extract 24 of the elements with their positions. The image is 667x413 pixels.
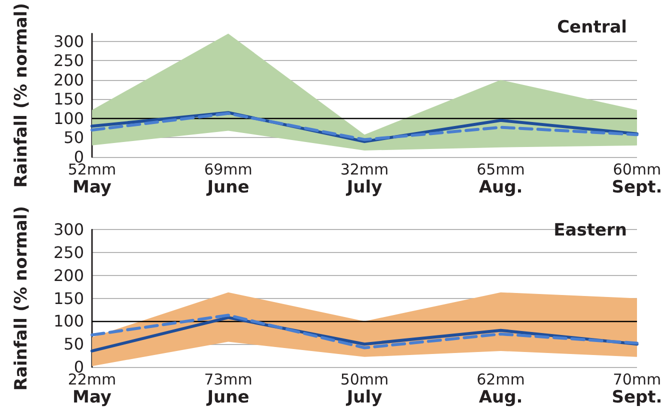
x-tick-label: 50mm July <box>340 370 389 408</box>
y-tick-label: 100 <box>53 312 84 331</box>
x-tick-label: 32mm July <box>340 160 389 198</box>
chart-title: Central <box>557 18 628 38</box>
y-tick-label: 250 <box>53 243 84 262</box>
y-tick-label: 250 <box>53 51 84 70</box>
y-tick-label: 300 <box>53 220 84 240</box>
x-tick-label: 69mm June <box>204 160 252 198</box>
chart-title: Eastern <box>554 220 628 240</box>
y-tick-label: 300 <box>53 32 84 51</box>
y-axis-title: Rainfall (% normal) <box>12 2 32 188</box>
y-tick-label: 150 <box>53 90 84 109</box>
y-axis-title: Rainfall (% normal) <box>12 206 32 391</box>
y-tick-label: 50 <box>64 128 84 148</box>
x-tick-label: 70mm Sept. <box>612 370 662 408</box>
x-tick-label: 65mm Aug. <box>476 160 525 198</box>
x-tick-label: 60mm Sept. <box>612 160 662 198</box>
y-tick-label: 50 <box>64 334 84 354</box>
y-tick-label: 200 <box>53 70 84 90</box>
x-tick-label: 73mm June <box>204 370 252 408</box>
y-tick-label: 100 <box>53 108 84 128</box>
x-tick-label: 62mm Aug. <box>476 370 525 408</box>
y-tick-label: 150 <box>53 288 84 308</box>
y-tick-label: 200 <box>53 266 84 285</box>
